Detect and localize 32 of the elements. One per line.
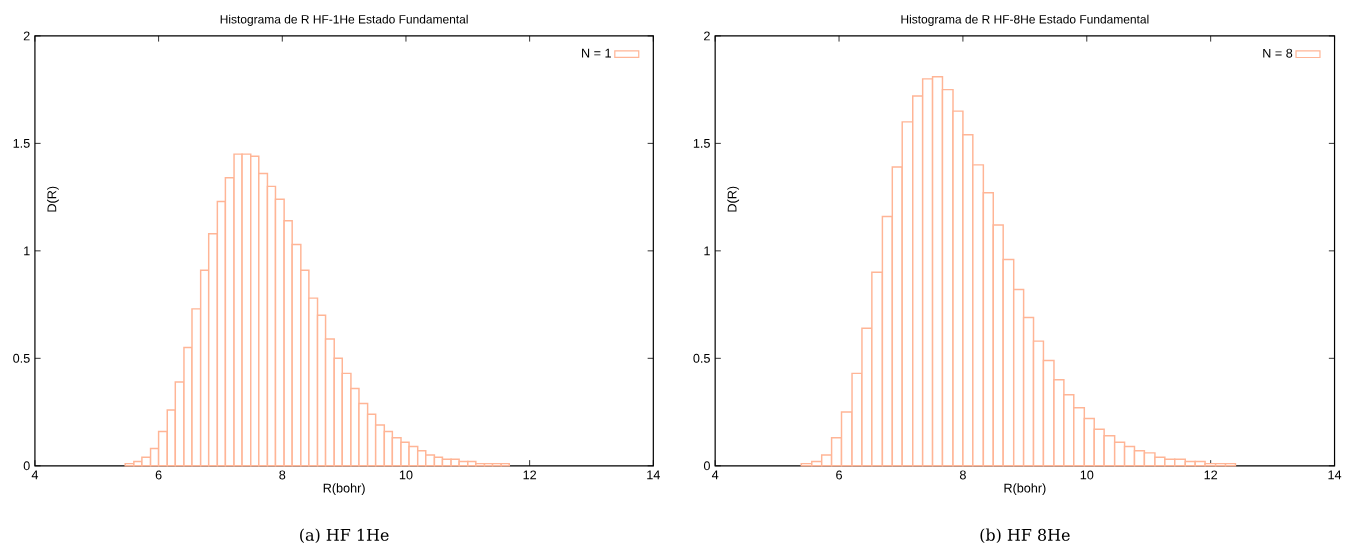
text: (b) HF 8He [980,528,1070,544]
y-tick-label: 2 [23,31,30,41]
y-tick-label: 0 [23,461,30,471]
x-tick-label: 4 [31,470,39,480]
y-tick-label: 1.5 [13,139,30,148]
x-tick-label: 8 [279,470,286,480]
x-tick-label: 4 [711,470,719,480]
text: (a) HF 1He [300,528,389,544]
x-axis-title: R(bohr) [323,483,365,496]
y-tick-label: 0 [703,461,710,471]
y-axis-title: D(R) [47,186,59,212]
x-tick-label: 14 [647,470,660,480]
x-tick-label: 12 [1204,470,1218,480]
x-tick-label: 10 [399,470,413,480]
y-tick-label: 2 [704,31,710,41]
y-tick-label: 1 [704,246,710,256]
chart-title: Histograma de R HF-8He Estado Fundamental [901,14,1149,27]
x-tick-label: 6 [155,470,162,480]
y-tick-label: 1 [24,246,30,256]
x-tick-label: 6 [836,470,842,480]
chart-title: Histograma de R HF-1He Estado Fundamental [220,14,468,27]
y-tick-label: 0.5 [13,354,30,364]
x-axis-title: R(bohr) [1004,483,1046,496]
legend-label: N = 8 [1263,48,1293,58]
y-tick-label: 1.5 [693,139,710,148]
x-tick-label: 12 [523,470,537,480]
x-tick-label: 8 [959,470,966,480]
y-tick-label: 0.5 [693,354,710,364]
x-tick-label: 10 [1080,470,1094,480]
x-tick-label: 14 [1328,470,1342,480]
y-axis-title: D(R) [727,186,740,212]
legend-label: N = 1 [582,48,611,58]
